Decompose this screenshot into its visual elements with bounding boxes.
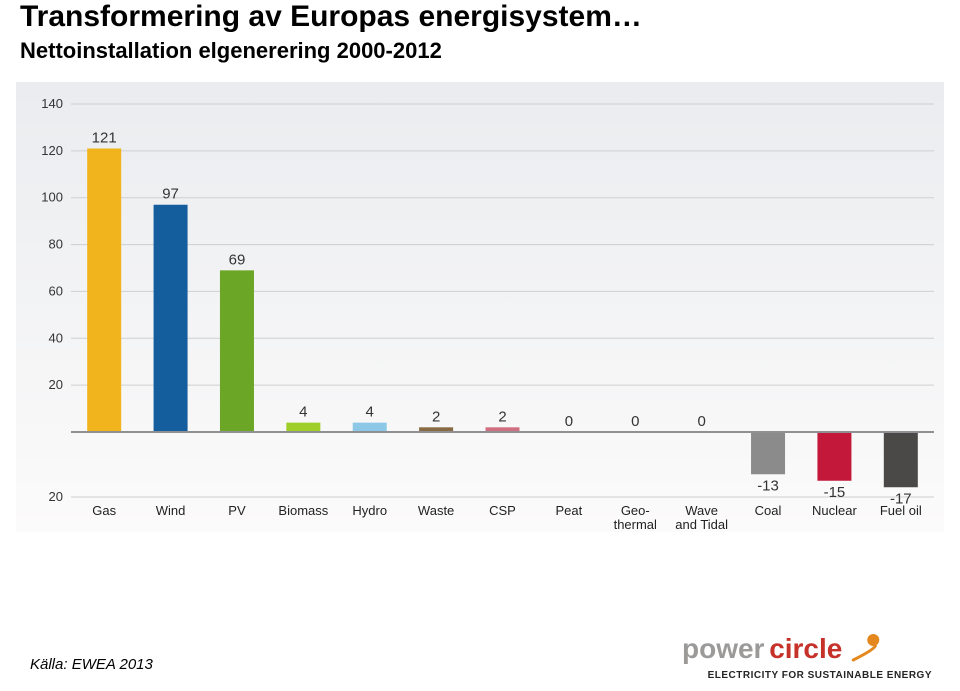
page-subtitle: Nettoinstallation elgenerering 2000-2012 [20, 38, 940, 64]
svg-text:-15: -15 [824, 484, 846, 501]
svg-text:PV: PV [228, 503, 246, 518]
svg-text:121: 121 [92, 130, 117, 147]
logo-caption: ELECTRICITY FOR SUSTAINABLE ENERGY [682, 670, 932, 681]
source-label: Källa: EWEA 2013 [30, 656, 153, 673]
svg-text:-13: -13 [757, 477, 779, 494]
svg-text:20: 20 [49, 489, 63, 504]
svg-text:0: 0 [697, 413, 705, 430]
svg-text:0: 0 [631, 413, 639, 430]
svg-text:Hydro: Hydro [352, 503, 387, 518]
svg-text:120: 120 [41, 143, 63, 158]
svg-text:and Tidal: and Tidal [675, 517, 728, 532]
svg-text:140: 140 [41, 96, 63, 111]
svg-text:Peat: Peat [556, 503, 583, 518]
svg-text:80: 80 [49, 237, 63, 252]
bar-chart: 2040608010012014020121Gas97Wind69PV4Biom… [16, 82, 944, 532]
svg-text:Wind: Wind [156, 503, 186, 518]
svg-text:Wave: Wave [685, 503, 718, 518]
svg-text:4: 4 [299, 404, 307, 421]
powercircle-logo-icon: powercircle [682, 630, 932, 668]
svg-text:Waste: Waste [418, 503, 454, 518]
svg-text:60: 60 [49, 283, 63, 298]
svg-text:2: 2 [498, 408, 506, 425]
svg-text:Gas: Gas [92, 503, 116, 518]
svg-text:Fuel oil: Fuel oil [880, 503, 922, 518]
svg-text:40: 40 [49, 330, 63, 345]
svg-text:69: 69 [229, 251, 246, 268]
svg-text:97: 97 [162, 186, 179, 203]
page-title: Transformering av Europas energisystem… [20, 0, 940, 34]
svg-text:circle: circle [769, 633, 842, 664]
svg-text:Nuclear: Nuclear [812, 503, 857, 518]
chart-container: 2040608010012014020121Gas97Wind69PV4Biom… [16, 82, 944, 532]
svg-text:Biomass: Biomass [278, 503, 328, 518]
svg-text:100: 100 [41, 190, 63, 205]
svg-text:Geo-: Geo- [621, 503, 650, 518]
svg-text:4: 4 [366, 404, 374, 421]
svg-text:CSP: CSP [489, 503, 516, 518]
svg-text:thermal: thermal [614, 517, 657, 532]
logo: powercircle ELECTRICITY FOR SUSTAINABLE … [682, 630, 932, 681]
svg-text:20: 20 [49, 377, 63, 392]
svg-text:0: 0 [565, 413, 573, 430]
svg-text:power: power [682, 633, 765, 664]
svg-text:Coal: Coal [755, 503, 782, 518]
svg-text:2: 2 [432, 408, 440, 425]
